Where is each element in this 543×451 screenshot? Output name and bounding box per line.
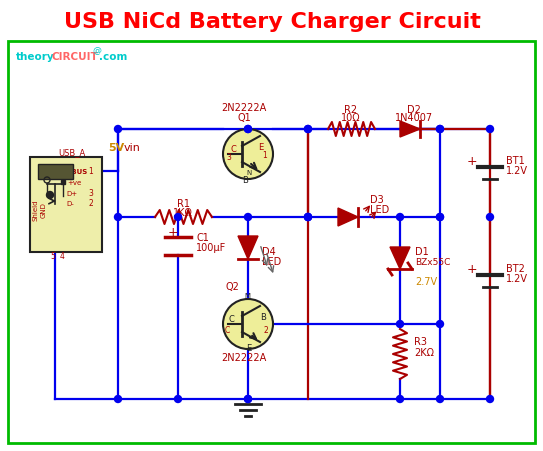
Bar — [8, 42, 535, 443]
Text: 1.2V: 1.2V — [506, 273, 528, 283]
Polygon shape — [390, 248, 410, 269]
Circle shape — [487, 396, 494, 403]
Circle shape — [396, 396, 403, 403]
Text: 100µF: 100µF — [196, 243, 226, 253]
Bar — [38, 165, 73, 179]
Circle shape — [244, 396, 251, 403]
Text: +: + — [466, 155, 477, 168]
Text: E: E — [246, 343, 251, 352]
Polygon shape — [338, 208, 358, 226]
Text: C: C — [225, 325, 230, 334]
Circle shape — [47, 192, 54, 199]
Circle shape — [115, 396, 122, 403]
Text: 2KΩ: 2KΩ — [414, 347, 434, 357]
Text: Q1: Q1 — [237, 113, 251, 123]
Text: USB NiCd Battery Charger Circuit: USB NiCd Battery Charger Circuit — [64, 12, 481, 32]
Text: 1: 1 — [262, 151, 267, 160]
Circle shape — [305, 126, 312, 133]
Text: 1: 1 — [88, 167, 93, 176]
Text: +: + — [466, 263, 477, 276]
Circle shape — [244, 126, 251, 133]
Text: VBUS: VBUS — [67, 169, 89, 175]
Circle shape — [305, 214, 312, 221]
Circle shape — [396, 214, 403, 221]
Text: B: B — [242, 175, 248, 184]
Circle shape — [305, 126, 312, 133]
Circle shape — [244, 214, 251, 221]
Text: CIRCUIT: CIRCUIT — [51, 52, 98, 62]
Text: BT2: BT2 — [506, 263, 525, 273]
Text: 1.2V: 1.2V — [506, 166, 528, 175]
Bar — [30, 158, 102, 253]
Text: C: C — [228, 314, 234, 323]
Text: R1: R1 — [176, 198, 190, 208]
Circle shape — [437, 214, 444, 221]
Text: 4: 4 — [60, 252, 65, 261]
Text: BZx55C: BZx55C — [415, 258, 450, 267]
Text: B: B — [260, 312, 266, 321]
Circle shape — [174, 214, 181, 221]
Text: GND: GND — [41, 202, 47, 217]
Circle shape — [437, 396, 444, 403]
Text: 2: 2 — [263, 325, 268, 334]
Circle shape — [174, 396, 181, 403]
Circle shape — [223, 299, 273, 349]
Text: 1N4007: 1N4007 — [395, 113, 433, 123]
Circle shape — [244, 396, 251, 403]
Text: 5: 5 — [50, 252, 55, 261]
Text: M: M — [244, 292, 250, 299]
Circle shape — [305, 214, 312, 221]
Text: Q2: Q2 — [225, 281, 239, 291]
Circle shape — [487, 126, 494, 133]
Text: D2: D2 — [407, 105, 421, 115]
Circle shape — [437, 214, 444, 221]
Text: R3: R3 — [414, 336, 427, 346]
Text: @: @ — [92, 46, 101, 55]
Text: 2: 2 — [88, 199, 93, 208]
Text: R2: R2 — [344, 105, 357, 115]
Text: D1: D1 — [415, 246, 429, 257]
Circle shape — [115, 126, 122, 133]
Circle shape — [437, 126, 444, 133]
Text: C1: C1 — [196, 232, 209, 243]
Text: USB_A: USB_A — [58, 148, 85, 157]
Text: theory: theory — [16, 52, 55, 62]
Text: N: N — [246, 170, 251, 175]
Text: vin: vin — [124, 143, 141, 152]
Text: .com: .com — [99, 52, 128, 62]
Text: D-: D- — [66, 201, 74, 207]
Text: D3: D3 — [370, 194, 384, 205]
Polygon shape — [238, 236, 258, 259]
Circle shape — [396, 321, 403, 328]
Circle shape — [244, 126, 251, 133]
Circle shape — [115, 214, 122, 221]
Text: 3: 3 — [226, 152, 231, 161]
Text: Shield: Shield — [32, 199, 38, 220]
Text: BT1: BT1 — [506, 156, 525, 166]
Text: 3: 3 — [88, 189, 93, 198]
Circle shape — [305, 214, 312, 221]
Text: E: E — [258, 143, 263, 152]
Circle shape — [437, 321, 444, 328]
Text: LED: LED — [370, 205, 389, 215]
Text: LED: LED — [262, 257, 281, 267]
Text: D4: D4 — [262, 246, 276, 257]
Circle shape — [223, 130, 273, 179]
Polygon shape — [400, 122, 420, 138]
Text: +: + — [168, 226, 178, 239]
Text: 2N2222A: 2N2222A — [222, 103, 267, 113]
Circle shape — [487, 214, 494, 221]
Circle shape — [437, 126, 444, 133]
Text: D+: D+ — [66, 191, 77, 197]
Bar — [61, 180, 65, 184]
Text: 5V: 5V — [108, 143, 124, 152]
Text: 10Ω: 10Ω — [341, 113, 361, 123]
Text: +ve: +ve — [67, 179, 81, 186]
Text: 2.7V: 2.7V — [415, 276, 437, 286]
Text: C: C — [230, 145, 236, 154]
Text: 2N2222A: 2N2222A — [222, 352, 267, 362]
Text: 1KΩ: 1KΩ — [173, 207, 193, 217]
